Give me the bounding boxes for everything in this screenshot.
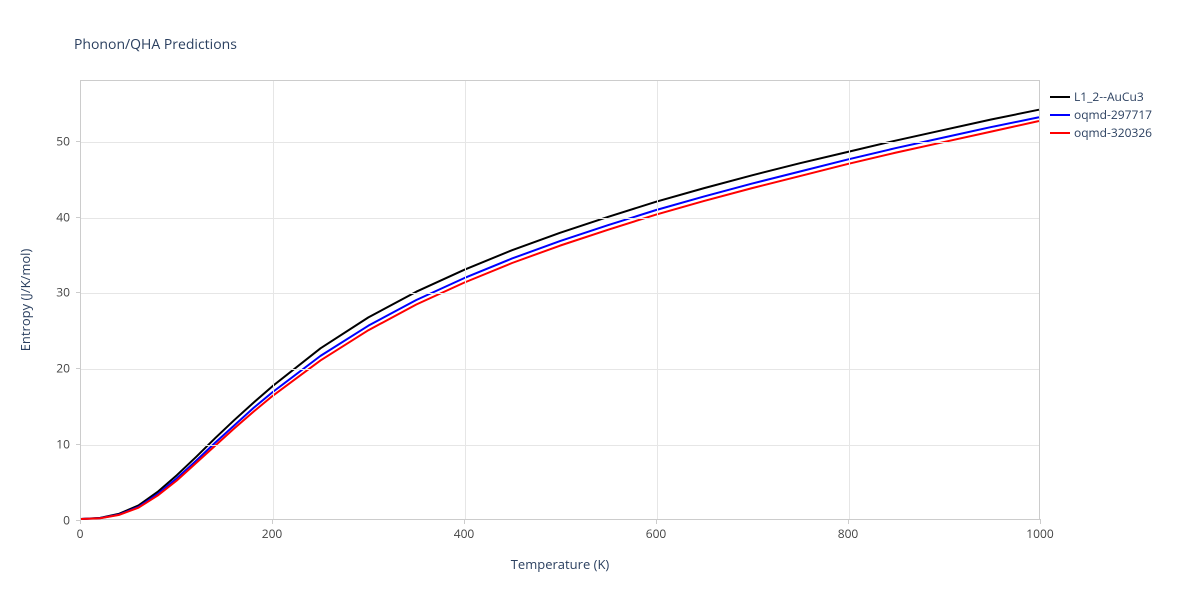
y-tick-label: 0 — [63, 512, 70, 529]
legend-swatch — [1050, 132, 1070, 134]
legend-entry[interactable]: L1_2--AuCu3 — [1050, 88, 1144, 105]
x-tick-mark — [656, 519, 657, 524]
y-tick-label: 30 — [56, 284, 70, 301]
x-axis-label: Temperature (K) — [511, 555, 610, 573]
x-tick-label: 1000 — [1026, 525, 1053, 542]
y-tick-mark — [76, 141, 81, 142]
y-tick-mark — [76, 292, 81, 293]
y-tick-label: 50 — [56, 132, 70, 149]
y-tick-mark — [76, 217, 81, 218]
gridline-vertical — [849, 81, 850, 519]
gridline-horizontal — [81, 369, 1039, 370]
x-tick-label: 600 — [646, 525, 667, 542]
legend-label: L1_2--AuCu3 — [1074, 88, 1144, 105]
y-tick-mark — [76, 444, 81, 445]
y-tick-mark — [76, 368, 81, 369]
y-tick-label: 10 — [56, 436, 70, 453]
gridline-vertical — [273, 81, 274, 519]
x-tick-label: 800 — [838, 525, 859, 542]
gridline-horizontal — [81, 293, 1039, 294]
x-tick-mark — [848, 519, 849, 524]
gridline-vertical — [465, 81, 466, 519]
legend-label: oqmd-297717 — [1074, 106, 1152, 123]
gridline-horizontal — [81, 445, 1039, 446]
series-line[interactable] — [81, 121, 1039, 519]
chart-title: Phonon/QHA Predictions — [74, 35, 237, 54]
y-tick-mark — [76, 520, 81, 521]
legend-label: oqmd-320326 — [1074, 124, 1152, 141]
series-line[interactable] — [81, 110, 1039, 519]
gridline-horizontal — [81, 142, 1039, 143]
x-tick-label: 0 — [77, 525, 84, 542]
plot-area[interactable] — [80, 80, 1040, 520]
x-tick-mark — [272, 519, 273, 524]
x-tick-label: 200 — [262, 525, 283, 542]
legend-entry[interactable]: oqmd-320326 — [1050, 124, 1152, 141]
x-tick-mark — [1040, 519, 1041, 524]
y-axis-label: Entropy (J/K/mol) — [16, 249, 34, 352]
x-tick-label: 400 — [454, 525, 475, 542]
y-tick-label: 40 — [56, 208, 70, 225]
line-series-svg — [81, 81, 1039, 519]
legend-entry[interactable]: oqmd-297717 — [1050, 106, 1152, 123]
gridline-vertical — [657, 81, 658, 519]
legend-swatch — [1050, 114, 1070, 116]
legend-swatch — [1050, 96, 1070, 98]
x-tick-mark — [464, 519, 465, 524]
y-tick-label: 20 — [56, 360, 70, 377]
chart-page: Phonon/QHA Predictions Temperature (K) E… — [0, 0, 1200, 600]
series-line[interactable] — [81, 117, 1039, 519]
gridline-horizontal — [81, 218, 1039, 219]
